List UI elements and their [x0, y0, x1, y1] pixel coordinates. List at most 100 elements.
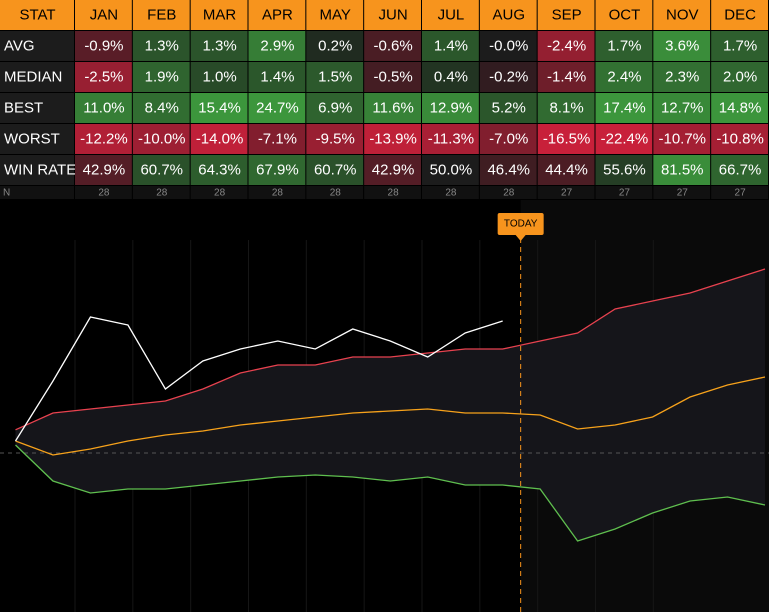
cell-value: -0.5% [373, 68, 412, 85]
n-value: 28 [98, 188, 110, 199]
today-badge [497, 213, 544, 235]
n-value: 27 [619, 188, 631, 199]
table-cell [595, 31, 653, 61]
n-cell [479, 186, 537, 199]
cell-value: 42.9% [83, 161, 126, 178]
table-cell [132, 62, 190, 92]
header-cell [364, 0, 421, 30]
header-label: DEC [724, 6, 756, 23]
table-cell [0, 93, 74, 123]
cell-value: 1.3% [202, 37, 236, 54]
table-cell [132, 124, 190, 154]
table-cell [190, 31, 248, 61]
cell-value: -11.3% [428, 130, 474, 147]
cell-value: -0.6% [373, 37, 412, 54]
row-label: AVG [4, 37, 35, 54]
table-cell [479, 155, 537, 185]
table-cell [711, 62, 768, 92]
cell-value: 1.9% [145, 68, 179, 85]
n-value: 27 [677, 188, 689, 199]
table-cell [422, 124, 479, 154]
table-cell [711, 124, 768, 154]
cell-value: -14.0% [196, 130, 244, 147]
cell-value: -7.1% [258, 130, 297, 147]
row-label: WORST [4, 130, 60, 147]
n-value: 28 [272, 188, 284, 199]
table-cell [711, 155, 768, 185]
n-value: 28 [156, 188, 168, 199]
cell-value: -2.4% [547, 37, 586, 54]
table-cell [595, 62, 653, 92]
n-value: 28 [503, 188, 515, 199]
header-label: FEB [147, 6, 176, 23]
header-label: STAT [19, 6, 55, 23]
cell-value: -2.5% [84, 68, 123, 85]
cell-value: 12.9% [430, 99, 473, 116]
cell-value: -0.2% [489, 68, 528, 85]
table-cell [248, 93, 306, 123]
table-cell [537, 62, 595, 92]
row-label: BEST [4, 99, 43, 116]
cell-value: 1.5% [318, 68, 352, 85]
cell-value: 60.7% [314, 161, 357, 178]
today-label: TODAY [504, 219, 538, 230]
cell-value: 1.4% [260, 68, 294, 85]
cell-value: 12.7% [661, 99, 704, 116]
table-cell [190, 155, 248, 185]
table-cell [132, 155, 190, 185]
table-cell [306, 93, 364, 123]
header-cell [190, 0, 248, 30]
cell-value: 1.4% [434, 37, 468, 54]
range-band [15, 269, 765, 541]
n-cell [132, 186, 190, 199]
table-cell [595, 124, 653, 154]
cell-value: 50.0% [430, 161, 473, 178]
header-cell [653, 0, 711, 30]
table-cell [537, 155, 595, 185]
cell-value: 0.4% [434, 68, 468, 85]
n-cell [364, 186, 421, 199]
table-cell [595, 93, 653, 123]
table-cell [190, 62, 248, 92]
n-cell [537, 186, 595, 199]
table-cell [479, 31, 537, 61]
table-cell [653, 93, 711, 123]
table-cell [248, 155, 306, 185]
cell-value: 67.9% [256, 161, 299, 178]
table-cell [0, 31, 74, 61]
cell-value: 6.9% [318, 99, 352, 116]
n-value: N [3, 188, 10, 199]
table-cell [479, 93, 537, 123]
header-cell [75, 0, 132, 30]
table-cell [75, 31, 132, 61]
cell-value: -10.8% [716, 130, 764, 147]
table-cell [422, 155, 479, 185]
table-cell [364, 124, 421, 154]
table-cell [132, 93, 190, 123]
n-value: 28 [330, 188, 342, 199]
cell-value: 42.9% [372, 161, 415, 178]
cell-value: 1.7% [607, 37, 641, 54]
cell-value: -0.9% [84, 37, 123, 54]
table-cell [537, 31, 595, 61]
header-cell [0, 0, 74, 30]
header-cell [595, 0, 653, 30]
cell-value: 2.3% [665, 68, 699, 85]
cell-value: 3.6% [665, 37, 699, 54]
n-value: 27 [735, 188, 747, 199]
table-cell [0, 62, 74, 92]
n-value: 27 [561, 188, 573, 199]
cell-value: 14.8% [719, 99, 762, 116]
row-label: MEDIAN [4, 68, 62, 85]
cell-value: 8.4% [145, 99, 179, 116]
cell-value: 24.7% [256, 99, 299, 116]
cell-value: -7.0% [489, 130, 528, 147]
n-cell [306, 186, 364, 199]
cell-value: 55.6% [603, 161, 646, 178]
table-cell [711, 31, 768, 61]
table-cell [653, 155, 711, 185]
cell-value: 1.3% [145, 37, 179, 54]
series-line [15, 376, 766, 456]
cell-value: 17.4% [603, 99, 646, 116]
